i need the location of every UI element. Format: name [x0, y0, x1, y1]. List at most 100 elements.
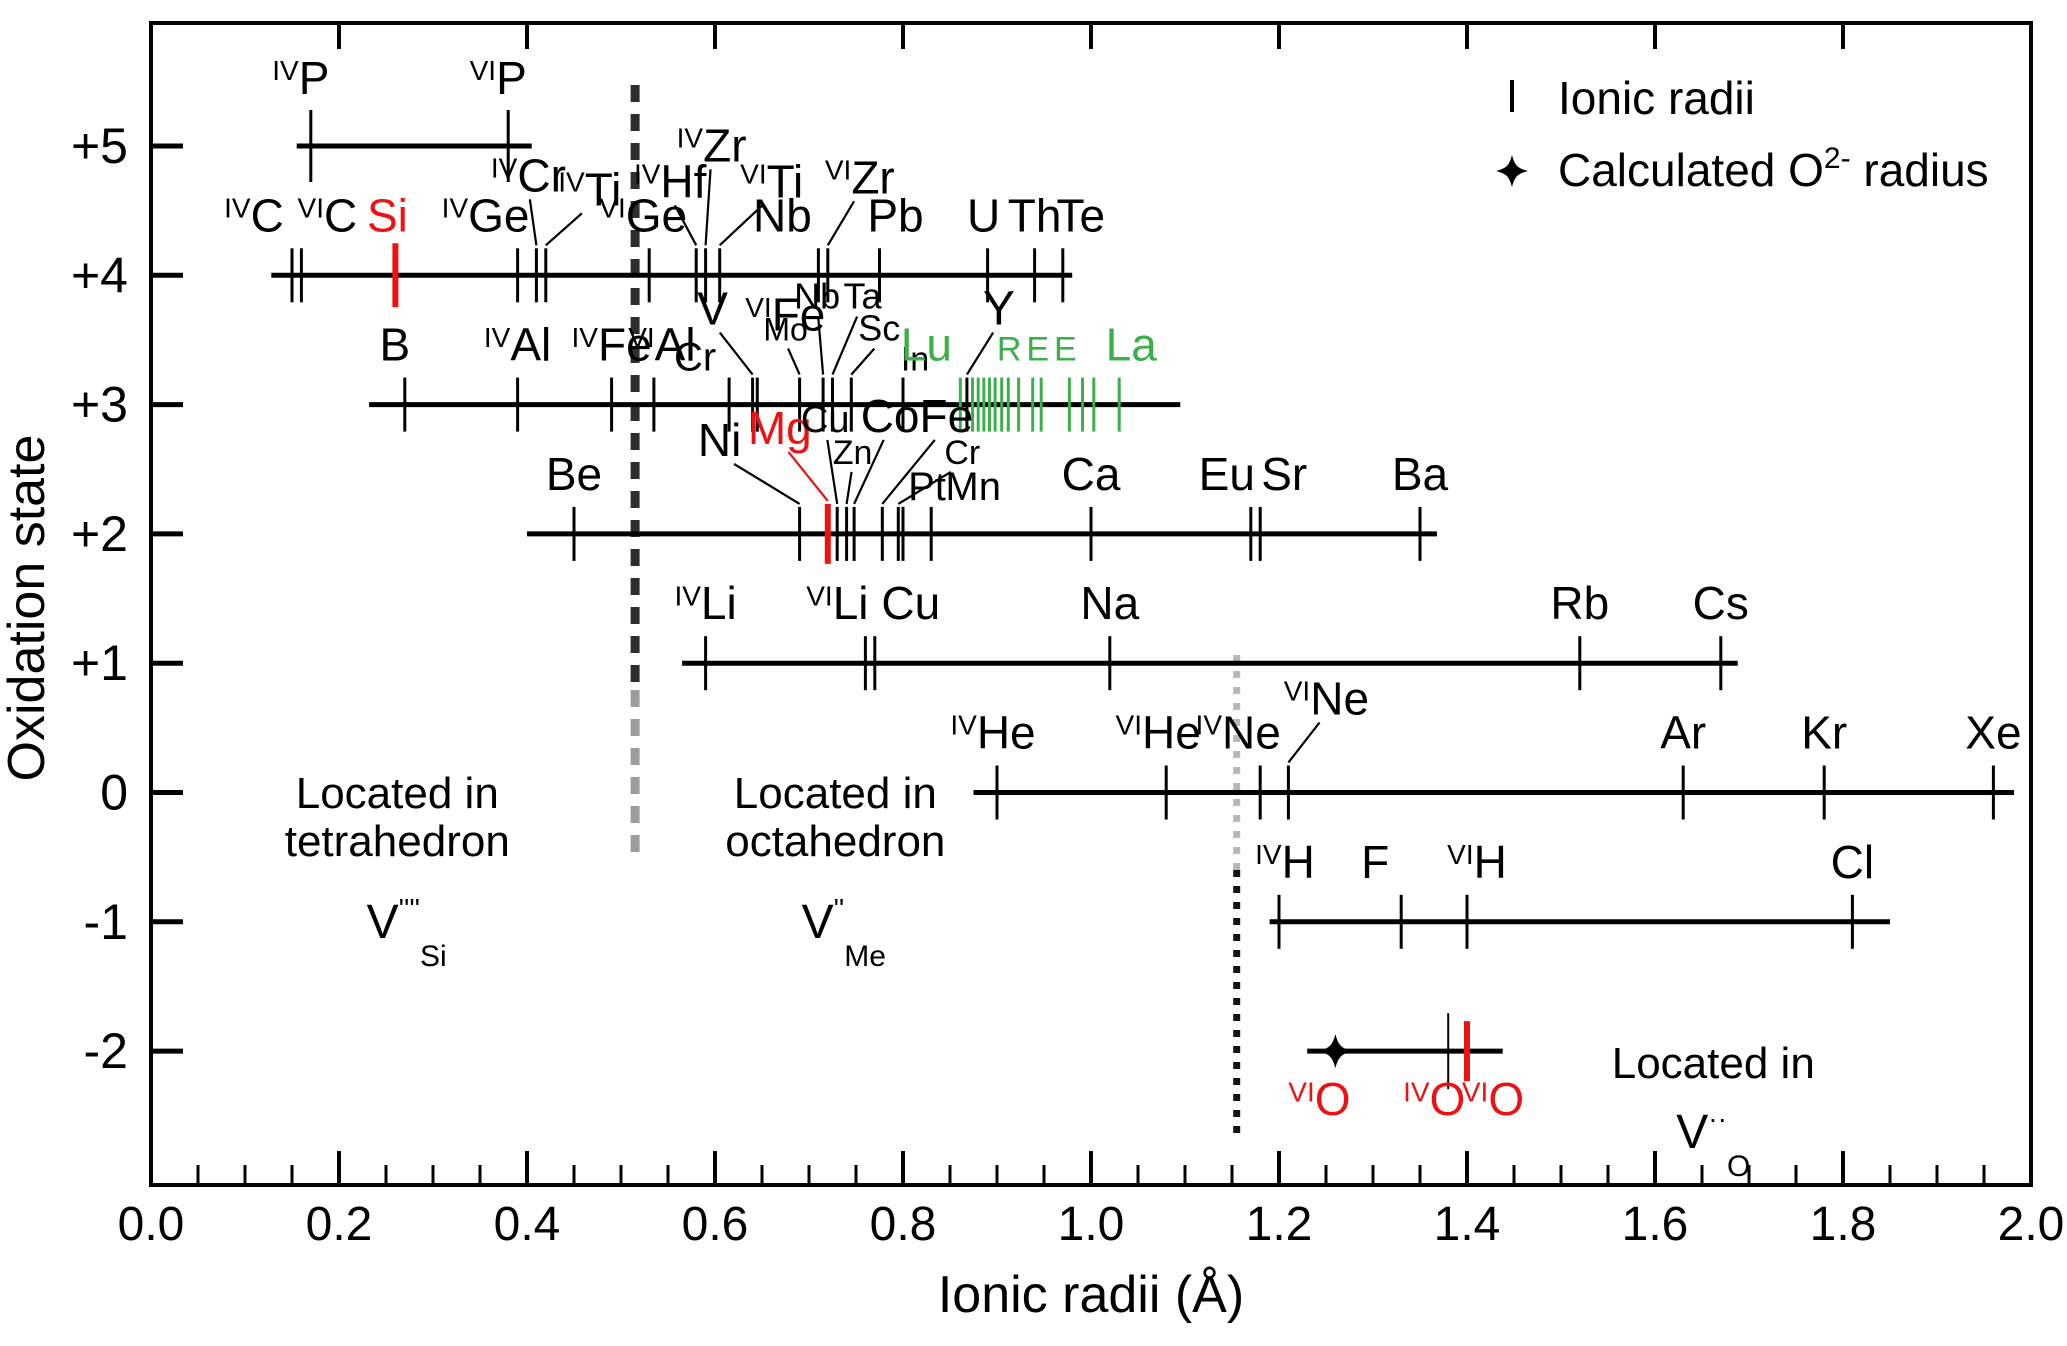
x-tick-label: 1.0: [1058, 1198, 1125, 1251]
label-IVH: IVH: [1255, 836, 1315, 888]
label-VILi: VILi: [806, 577, 868, 629]
pointer-line: [704, 169, 712, 246]
x-tick-label: 0.2: [306, 1198, 373, 1251]
label-VIGe: VIGe: [599, 189, 687, 241]
annotation-line1: Located in: [296, 769, 499, 818]
label-Na: Na: [1080, 577, 1139, 629]
label-IVZr: IVZr: [677, 119, 747, 171]
label-Sc: Sc: [858, 308, 900, 349]
label-Y: Y: [983, 283, 1015, 336]
star-icon: [1496, 155, 1528, 187]
legend: Ionic radii Calculated O2- radius: [1496, 72, 1989, 196]
label-VIO: VIO: [1462, 1073, 1524, 1125]
x-tick-label: 0.6: [682, 1198, 749, 1251]
label-Th: Th: [1008, 189, 1062, 241]
label-IVCr: IVCr: [491, 149, 566, 201]
pointer-line: [673, 204, 698, 246]
label-F: F: [1361, 836, 1389, 888]
label-Cu: Cu: [881, 577, 940, 629]
x-tick-label: 1.4: [1434, 1198, 1501, 1251]
label-Si: Si: [367, 189, 408, 241]
label-B: B: [379, 319, 410, 371]
y-tick-label: +1: [71, 635, 128, 691]
pointer-line: [965, 332, 995, 376]
x-tick-label: 1.2: [1246, 1198, 1313, 1251]
label-IVHe: IVHe: [950, 707, 1035, 759]
label-Cr: Cr: [674, 336, 716, 380]
label-Ta: Ta: [843, 276, 882, 317]
label-VIO: VIO: [1288, 1073, 1350, 1125]
annotation-line1: Located in: [734, 769, 937, 818]
annotation-line2: octahedron: [725, 817, 945, 866]
label-REE: REE: [997, 331, 1082, 369]
annotation-line1: Located in: [1612, 1039, 1815, 1088]
legend-label-ionic-radii: Ionic radii: [1558, 72, 1755, 124]
label-Zn: Zn: [833, 434, 873, 472]
label-Mn: Mn: [945, 465, 1001, 509]
kroger-vink-symbol: V··O: [1676, 1103, 1750, 1183]
pointer-line: [853, 439, 885, 505]
x-tick-label: 0.4: [494, 1198, 561, 1251]
label-Pb: Pb: [867, 189, 923, 241]
label-Kr: Kr: [1801, 707, 1847, 759]
pointer-line: [897, 470, 952, 505]
pointer-line: [718, 204, 764, 247]
pointer-line: [845, 471, 853, 505]
label-IVNe: IVNe: [1196, 707, 1281, 759]
pointer-line: [826, 439, 839, 505]
y-axis-title: Oxidation state: [0, 435, 56, 782]
pointer-line: [826, 200, 855, 246]
y-tick-label: 0: [100, 765, 128, 821]
label-VINe: VINe: [1284, 673, 1369, 725]
pointer-line: [850, 347, 876, 376]
label-Co: Co: [861, 390, 920, 442]
y-tick-label: +5: [71, 118, 128, 174]
oxidation-row-5: IVP VIP: [272, 52, 532, 182]
label-Mo: Mo: [763, 312, 807, 348]
label-VIZr: VIZr: [825, 151, 895, 203]
y-tick-label: +4: [71, 247, 128, 303]
label-Ni: Ni: [698, 414, 741, 466]
pointer-line: [787, 451, 829, 502]
label-VIH: VIH: [1447, 836, 1507, 888]
label-IVP: IVP: [272, 52, 329, 104]
label-Cr: Cr: [944, 434, 980, 472]
annotation-line2: tetrahedron: [285, 817, 510, 866]
label-IVO: IVO: [1403, 1073, 1465, 1125]
label-IVAl: IVAl: [484, 319, 551, 371]
oxidation-row-1: IVLi VILi Cu Na Rb Cs: [674, 577, 1749, 691]
label-Cl: Cl: [1831, 836, 1874, 888]
label-V: V: [697, 283, 728, 335]
label-VIFe: VIFe: [745, 289, 825, 341]
label-IVC: IVC: [224, 189, 284, 241]
x-tick-label: 2.0: [1998, 1198, 2065, 1251]
label-IVHf: IVHf: [634, 155, 707, 207]
pointer-line: [545, 212, 583, 247]
label-Ar: Ar: [1660, 707, 1706, 759]
label-IVGe: IVGe: [442, 189, 530, 241]
y-tick-label: -1: [84, 894, 128, 950]
label-Ba: Ba: [1392, 448, 1449, 500]
label-VIHe: VIHe: [1116, 707, 1201, 759]
label-IVLi: IVLi: [674, 577, 736, 629]
label-VIC: VIC: [298, 189, 358, 241]
label-Xe: Xe: [1965, 707, 2021, 759]
x-tick-label: 0.0: [118, 1198, 185, 1251]
pointer-line: [817, 316, 825, 375]
pointer-line: [1287, 721, 1321, 764]
label-La: La: [1106, 319, 1158, 371]
kroger-vink-symbol: V''''Si: [367, 893, 447, 973]
pointer-line: [831, 316, 859, 376]
label-IVTi: IVTi: [558, 163, 621, 215]
kroger-vink-symbol: V''Me: [802, 893, 886, 973]
label-Cu: Cu: [801, 399, 850, 441]
oxidation-row-4: IVC VIC Si IVGeIVCrIVTiVIGeIVHfIVZrVITiNbVI…: [224, 119, 1105, 308]
x-tick-label: 1.8: [1810, 1198, 1877, 1251]
y-tick-label: -2: [84, 1023, 128, 1079]
oxygen-site: Located in V··O: [1612, 1039, 1815, 1183]
